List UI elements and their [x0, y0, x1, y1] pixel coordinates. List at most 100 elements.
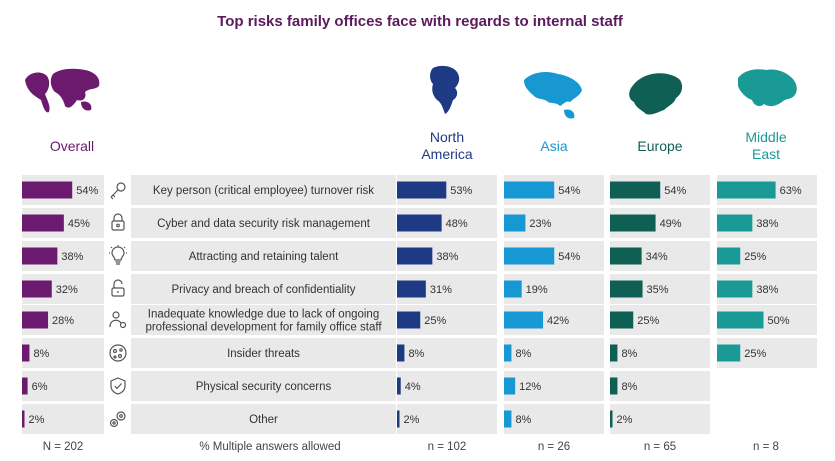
shield-check-icon [110, 377, 126, 395]
category-label-7: Physical security concerns [196, 381, 332, 393]
bar-asia-3 [504, 247, 555, 265]
category-label-2: Cyber and data security risk management [157, 218, 371, 230]
bar-europe-1 [610, 181, 661, 199]
bar-europe-5 [610, 311, 634, 329]
value-label-north-america-4: 31% [430, 284, 452, 296]
value-label-overall-4: 32% [56, 284, 78, 296]
value-label-north-america-3: 38% [436, 251, 458, 263]
value-label-north-america-7: 4% [405, 381, 421, 393]
value-label-middle-east-4: 38% [756, 284, 778, 296]
bar-europe-2 [610, 214, 656, 232]
value-label-europe-8: 2% [617, 414, 633, 426]
category-label-4: Privacy and breach of confidentiality [171, 284, 355, 296]
cell-bg [504, 338, 604, 368]
bar-middle-east-5 [717, 311, 764, 329]
value-label-europe-2: 49% [660, 218, 682, 230]
bar-asia-7 [504, 377, 516, 395]
footnote: % Multiple answers allowed [199, 441, 340, 453]
bar-middle-east-4 [717, 280, 753, 298]
open-lock-icon [111, 279, 125, 297]
bar-europe-8 [610, 410, 613, 428]
bar-overall-3 [22, 247, 58, 265]
value-label-asia-2: 23% [529, 218, 551, 230]
bar-europe-7 [610, 377, 618, 395]
category-label-3: Attracting and retaining talent [189, 251, 339, 263]
north-america-map-icon [430, 65, 460, 115]
cell-bg [22, 338, 104, 368]
padlock-icon [111, 213, 125, 231]
person-gear-icon [109, 311, 127, 329]
value-label-europe-6: 8% [621, 348, 637, 360]
value-label-asia-1: 54% [558, 185, 580, 197]
value-label-asia-4: 19% [526, 284, 548, 296]
cell-bg [610, 338, 710, 368]
bar-asia-5 [504, 311, 544, 329]
sample-size-asia: n = 26 [538, 441, 570, 453]
value-label-north-america-5: 25% [424, 315, 446, 327]
sample-size-europe: n = 65 [644, 441, 676, 453]
cookie-icon [109, 344, 127, 362]
cell-bg [504, 371, 604, 401]
bar-north-america-6 [397, 344, 405, 362]
bar-north-america-4 [397, 280, 426, 298]
lightbulb-icon [109, 245, 127, 265]
value-label-north-america-1: 53% [450, 185, 472, 197]
cell-bg [397, 404, 497, 434]
bar-middle-east-3 [717, 247, 741, 265]
bar-europe-6 [610, 344, 618, 362]
world-map-icon [25, 68, 100, 113]
value-label-europe-4: 35% [647, 284, 669, 296]
value-label-europe-7: 8% [621, 381, 637, 393]
cell-bg [610, 404, 710, 434]
value-label-middle-east-5: 50% [768, 315, 790, 327]
value-label-overall-3: 38% [61, 251, 83, 263]
cell-bg [504, 404, 604, 434]
bar-asia-4 [504, 280, 522, 298]
bar-overall-4 [22, 280, 52, 298]
bar-north-america-3 [397, 247, 433, 265]
label-cell-bg [131, 175, 396, 205]
bar-north-america-1 [397, 181, 447, 199]
category-label-8: Other [249, 414, 278, 426]
sample-size-middle-east: n = 8 [753, 441, 779, 453]
bar-overall-5 [22, 311, 49, 329]
sample-size-overall: N = 202 [43, 441, 84, 453]
label-cell-bg [131, 274, 396, 304]
bar-overall-7 [22, 377, 28, 395]
label-cell-bg [131, 241, 396, 271]
bar-north-america-7 [397, 377, 401, 395]
value-label-asia-3: 54% [558, 251, 580, 263]
key-icon [110, 182, 126, 200]
series-label-middle-east: Middle East [745, 129, 786, 162]
value-label-europe-1: 54% [664, 185, 686, 197]
value-label-middle-east-1: 63% [780, 185, 802, 197]
bar-middle-east-1 [717, 181, 776, 199]
cell-bg [397, 371, 497, 401]
value-label-overall-1: 54% [76, 185, 98, 197]
sample-size-north-america: n = 102 [428, 441, 467, 453]
value-label-north-america-2: 48% [446, 218, 468, 230]
bar-north-america-2 [397, 214, 442, 232]
bar-overall-2 [22, 214, 64, 232]
bar-north-america-5 [397, 311, 421, 329]
gears-icon [109, 411, 126, 428]
middle-east-map-icon [738, 69, 797, 107]
bar-europe-3 [610, 247, 642, 265]
value-label-overall-6: 8% [33, 348, 49, 360]
bar-overall-8 [22, 410, 25, 428]
value-label-asia-8: 8% [515, 414, 531, 426]
value-label-north-america-8: 2% [404, 414, 420, 426]
value-label-north-america-6: 8% [408, 348, 424, 360]
bar-europe-4 [610, 280, 643, 298]
value-label-asia-7: 12% [519, 381, 541, 393]
category-label-1: Key person (critical employee) turnover … [153, 185, 374, 197]
bar-middle-east-2 [717, 214, 753, 232]
bar-asia-1 [504, 181, 555, 199]
cell-bg [610, 371, 710, 401]
category-label-6: Insider threats [227, 348, 300, 360]
value-label-asia-6: 8% [515, 348, 531, 360]
series-label-europe: Europe [637, 138, 682, 154]
category-label-5: Inadequate knowledge due to lack of ongo… [145, 309, 382, 334]
value-label-overall-7: 6% [32, 381, 48, 393]
